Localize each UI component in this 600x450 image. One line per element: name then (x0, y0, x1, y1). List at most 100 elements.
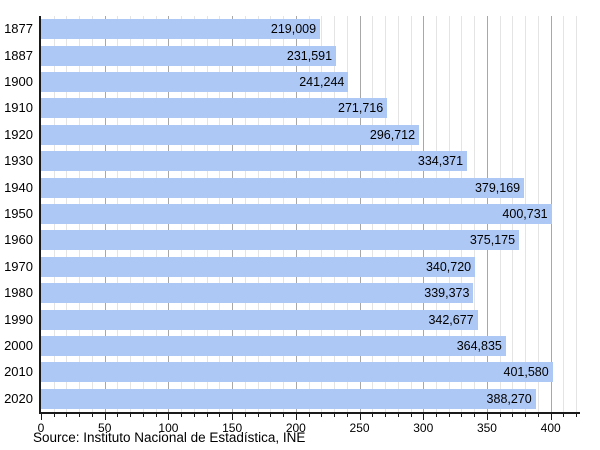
x-tick (257, 414, 259, 417)
x-tick (410, 414, 412, 417)
x-tick (486, 414, 488, 420)
x-tick (41, 414, 42, 420)
x-tick (474, 414, 476, 417)
x-tick (283, 414, 285, 417)
bar-value-label: 400,731 (502, 207, 548, 221)
x-tick (270, 414, 272, 417)
bar: 296,712 (41, 124, 420, 145)
bar: 231,591 (41, 45, 337, 66)
x-tick (550, 414, 552, 420)
plot-area: 219,009 231,591 241,244 271,716 296,712 334,3… (39, 16, 580, 414)
x-tick (334, 414, 336, 417)
bar: 241,244 (41, 72, 349, 92)
x-tick (66, 414, 68, 417)
x-tick (142, 414, 144, 417)
year-label: 2010 (4, 364, 33, 380)
bar-value-label: 334,371 (417, 154, 464, 169)
year-label: 1910 (4, 100, 33, 116)
bar-value-label: 219,009 (270, 22, 317, 37)
x-tick (385, 414, 387, 417)
x-tick-label: 150 (222, 421, 243, 435)
x-tick (155, 414, 157, 417)
bar: 388,270 (41, 388, 536, 409)
year-label: 1920 (4, 126, 33, 142)
source-caption: Source: Instituto Nacional de Estadístic… (33, 430, 306, 445)
x-tick (499, 414, 501, 417)
bar: 340,720 (41, 256, 476, 277)
bar: 364,835 (41, 336, 506, 356)
x-tick (448, 414, 450, 417)
x-tick (219, 414, 221, 417)
year-label: 1980 (4, 285, 33, 301)
x-tick (91, 414, 93, 417)
bar: 401,580 (41, 362, 553, 383)
x-tick-label: 50 (98, 421, 112, 435)
bar-value-label: 379,169 (474, 180, 521, 195)
bar-value-label: 271,716 (338, 101, 384, 116)
x-tick-label: 0 (37, 421, 45, 435)
x-tick (244, 414, 246, 417)
x-tick-label: 350 (476, 421, 497, 435)
x-tick (295, 414, 297, 420)
x-tick (206, 414, 208, 417)
x-tick-label: 250 (349, 421, 370, 435)
bar-value-label: 388,270 (486, 391, 532, 406)
bar-value-label: 340,720 (425, 259, 472, 274)
x-tick-label: 100 (158, 421, 179, 435)
bar: 219,009 (41, 19, 321, 40)
year-label: 2000 (4, 338, 33, 353)
year-label: 1940 (4, 179, 33, 195)
x-tick (321, 414, 323, 417)
x-tick (436, 414, 437, 417)
x-tick (461, 414, 463, 417)
x-tick (359, 414, 361, 420)
bar: 334,371 (41, 151, 468, 172)
bar-value-label: 241,244 (299, 75, 345, 89)
x-tick (130, 414, 132, 417)
bar: 271,716 (41, 98, 388, 119)
x-tick (537, 414, 539, 417)
x-tick (512, 414, 514, 417)
bar: 375,175 (41, 230, 520, 251)
x-axis-ticks: 0 50 100 150 200 250 300 350 400 (38, 414, 580, 435)
x-tick (308, 414, 310, 417)
x-tick (104, 414, 106, 420)
x-tick (525, 414, 527, 417)
x-tick-label: 300 (413, 421, 434, 435)
bar-value-label: 339,373 (424, 286, 470, 301)
bar: 400,731 (41, 204, 552, 224)
x-tick (79, 414, 81, 417)
bar: 339,373 (41, 283, 474, 304)
minor-gridline (563, 16, 565, 412)
x-tick (193, 414, 195, 417)
x-tick (576, 414, 578, 417)
year-label: 2020 (4, 390, 33, 406)
x-tick (346, 414, 348, 417)
year-label: 1960 (4, 232, 33, 248)
x-tick (563, 414, 565, 417)
x-tick (372, 414, 374, 417)
year-label: 1990 (4, 311, 33, 327)
bar-value-label: 296,712 (369, 127, 416, 142)
year-label: 1877 (4, 21, 33, 37)
bar: 379,169 (41, 177, 525, 198)
x-tick (423, 414, 425, 420)
bar-value-label: 231,591 (286, 48, 333, 63)
x-tick (117, 414, 119, 417)
x-tick (181, 414, 183, 417)
x-tick (397, 414, 399, 417)
year-label: 1887 (4, 47, 33, 63)
x-tick-label: 400 (540, 421, 561, 435)
x-tick (168, 414, 170, 420)
bar-value-label: 342,677 (428, 312, 474, 327)
year-label: 1950 (4, 206, 33, 221)
x-tick (232, 414, 234, 420)
year-label: 1930 (4, 153, 33, 169)
bar-value-label: 375,175 (469, 233, 516, 248)
bar: 342,677 (41, 309, 478, 330)
bar-value-label: 364,835 (456, 339, 502, 353)
year-label: 1900 (4, 74, 33, 89)
x-tick-label: 200 (285, 421, 306, 435)
x-tick (53, 414, 55, 417)
